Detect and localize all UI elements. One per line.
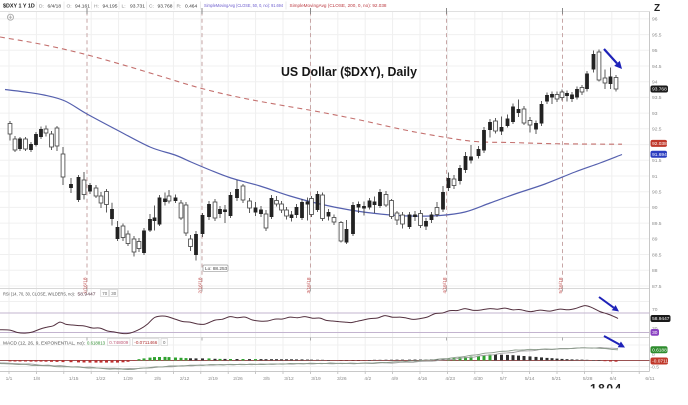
svg-text:96: 96 [652, 17, 658, 23]
svg-text:3/19: 3/19 [311, 376, 321, 382]
svg-text:3/5: 3/5 [263, 376, 270, 382]
svg-text:93: 93 [652, 111, 658, 117]
svg-text:SimpleMovingAvg (CLOSE, 50, 0,: SimpleMovingAvg (CLOSE, 50, 0, no): 91.6… [204, 3, 283, 8]
svg-text:0.748009: 0.748009 [109, 340, 129, 345]
svg-text:SimpleMovingAvg (CLOSE, 200, 0: SimpleMovingAvg (CLOSE, 200, 0, no): 92.… [290, 3, 387, 8]
svg-text:Lo: 88.253: Lo: 88.253 [205, 266, 228, 271]
svg-text:89: 89 [652, 237, 658, 243]
svg-text:-0.5: -0.5 [651, 364, 660, 370]
svg-text:30: 30 [111, 291, 116, 296]
svg-text:58.9447: 58.9447 [652, 316, 670, 322]
svg-text:95.5: 95.5 [652, 32, 662, 38]
svg-text:70: 70 [652, 307, 658, 313]
svg-text:30: 30 [652, 330, 658, 336]
svg-text:93.5: 93.5 [652, 95, 662, 101]
svg-text:92.038: 92.038 [652, 141, 667, 147]
svg-text:R:: R: [177, 4, 182, 10]
svg-text:1/15: 1/15 [69, 376, 79, 382]
svg-text:C:: C: [149, 4, 154, 10]
svg-text:90.5: 90.5 [652, 190, 662, 196]
svg-text:4/9: 4/9 [391, 376, 398, 382]
svg-text:93.731: 93.731 [130, 4, 145, 10]
svg-text:Z: Z [654, 3, 660, 14]
svg-text:-0.0711: -0.0711 [652, 359, 668, 365]
svg-text:2/16/18: 2/16/18 [198, 277, 204, 293]
svg-text:91: 91 [652, 174, 658, 180]
svg-text:93.768: 93.768 [652, 87, 667, 93]
svg-text:6/4: 6/4 [610, 376, 617, 382]
svg-text:4/2: 4/2 [364, 376, 371, 382]
svg-text:88.5: 88.5 [652, 252, 662, 258]
svg-text:91.5: 91.5 [652, 158, 662, 164]
svg-text:0.464: 0.464 [185, 4, 198, 10]
svg-text:2/26: 2/26 [233, 376, 243, 382]
svg-text:1/29: 1/29 [123, 376, 133, 382]
svg-text:5/28: 5/28 [583, 376, 593, 382]
svg-text:6/11: 6/11 [645, 376, 654, 382]
svg-text:1/1: 1/1 [6, 376, 13, 382]
svg-text:3/16/18: 3/16/18 [306, 277, 312, 293]
svg-text:L:: L: [122, 4, 126, 10]
svg-text:3/26: 3/26 [337, 376, 347, 382]
svg-text:5/14: 5/14 [525, 376, 535, 382]
svg-text:$DXY 1 Y 1D: $DXY 1 Y 1D [3, 4, 35, 10]
svg-text:5/21: 5/21 [552, 376, 562, 382]
svg-text:-0.0711466: -0.0711466 [134, 340, 158, 345]
svg-text:6/4/18: 6/4/18 [48, 4, 62, 10]
svg-text:92.5: 92.5 [652, 127, 662, 133]
svg-text:58.9447: 58.9447 [78, 292, 97, 297]
svg-text:MACD (12, 26, 9, EXPONENTIAL,: MACD (12, 26, 9, EXPONENTIAL, no): [3, 341, 85, 346]
svg-text:0.618813: 0.618813 [87, 341, 106, 346]
svg-text:2/5: 2/5 [154, 376, 161, 382]
svg-text:70: 70 [102, 291, 107, 296]
svg-text:4/30: 4/30 [473, 376, 483, 382]
svg-text:H:: H: [94, 4, 99, 10]
svg-text:93.768: 93.768 [158, 4, 173, 10]
svg-text:RSI (14, 70, 30, CLOSE, WILDER: RSI (14, 70, 30, CLOSE, WILDERS, no): [3, 292, 75, 297]
svg-text:1/8: 1/8 [33, 376, 40, 382]
svg-text:3/12: 3/12 [284, 376, 294, 382]
svg-text:88: 88 [652, 268, 658, 274]
svg-text:91.694: 91.694 [652, 152, 667, 158]
svg-text:4/16: 4/16 [418, 376, 428, 382]
svg-text:94: 94 [652, 80, 658, 86]
svg-text:5/16/18: 5/16/18 [558, 277, 564, 293]
svg-text:4/16/18: 4/16/18 [442, 277, 448, 293]
svg-text:94.5: 94.5 [652, 64, 662, 70]
svg-text:90: 90 [652, 205, 658, 211]
svg-text:89.5: 89.5 [652, 221, 662, 227]
svg-text:US Dollar ($DXY), Daily: US Dollar ($DXY), Daily [281, 65, 417, 79]
svg-text:2/19: 2/19 [208, 376, 218, 382]
svg-text:0.6188: 0.6188 [652, 347, 667, 353]
svg-text:95: 95 [652, 48, 658, 54]
svg-text:1/22: 1/22 [96, 376, 106, 382]
svg-text:94.161: 94.161 [75, 4, 90, 10]
svg-text:87.5: 87.5 [652, 284, 662, 290]
svg-text:94.195: 94.195 [103, 4, 118, 10]
svg-text:D:: D: [39, 4, 44, 10]
svg-text:O:: O: [67, 4, 72, 10]
svg-text:4/23: 4/23 [445, 376, 455, 382]
svg-text:5/7: 5/7 [500, 376, 507, 382]
svg-text:2/12: 2/12 [180, 376, 190, 382]
